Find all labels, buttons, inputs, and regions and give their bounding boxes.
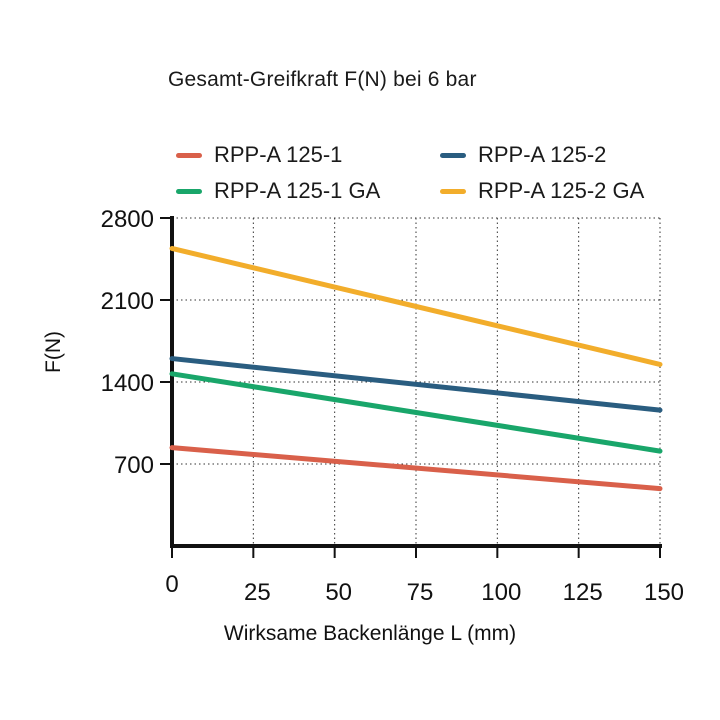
- y-tick-label: 2800: [101, 206, 154, 233]
- legend-swatch: [176, 152, 202, 158]
- x-tick-label: 100: [481, 579, 521, 606]
- series-line: [169, 245, 663, 367]
- legend-item: RPP-A 125-2 GA: [440, 178, 644, 204]
- x-tick-label: 150: [644, 579, 684, 606]
- series-line: [169, 356, 663, 413]
- x-tick-label: 50: [325, 579, 352, 606]
- legend-label: RPP-A 125-2 GA: [478, 178, 645, 203]
- x-tick-label: 125: [563, 579, 603, 606]
- x-axis-title: Wirksame Backenlänge L (mm): [224, 622, 516, 645]
- legend-label: RPP-A 125-1: [214, 142, 343, 167]
- series-line: [169, 445, 663, 492]
- legend-item: RPP-A 125-1 GA: [176, 178, 380, 204]
- y-tick-label: 700: [114, 452, 154, 479]
- legend-swatch: [176, 188, 202, 194]
- y-tick-label: 1400: [101, 370, 154, 397]
- legend-item: RPP-A 125-1: [176, 142, 342, 168]
- x-tick-label: 0: [165, 571, 178, 598]
- chart-title: Gesamt-Greifkraft F(N) bei 6 bar: [168, 68, 477, 91]
- y-tick-label: 2100: [101, 288, 154, 315]
- legend-item: RPP-A 125-2: [440, 142, 606, 168]
- legend-swatch: [440, 152, 466, 158]
- legend-label: RPP-A 125-1 GA: [214, 178, 381, 203]
- y-axis-title: F(N): [42, 331, 65, 373]
- legend-swatch: [440, 188, 466, 194]
- x-tick-label: 25: [244, 579, 271, 606]
- legend-label: RPP-A 125-2: [478, 142, 607, 167]
- series-line: [169, 371, 663, 454]
- x-tick-label: 75: [407, 579, 434, 606]
